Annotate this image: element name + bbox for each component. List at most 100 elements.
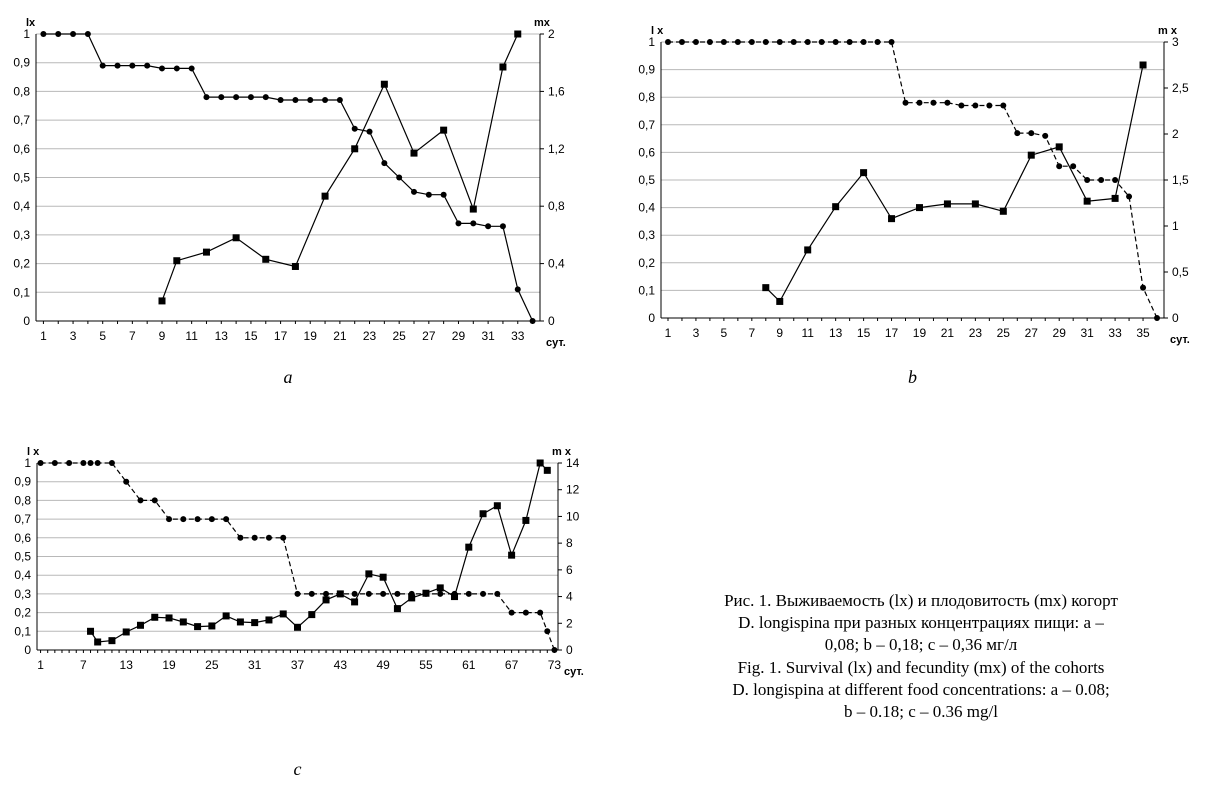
y-right-axis-title: m x — [552, 446, 572, 458]
fecundity-point — [236, 618, 244, 626]
x-tick-label: 17 — [885, 326, 899, 340]
survival-point — [958, 102, 965, 109]
x-tick-label: 15 — [244, 329, 258, 343]
survival-point — [251, 534, 258, 541]
survival-point — [365, 590, 372, 597]
caption-english: Fig. 1. Survival (lx) and fecundity (mx)… — [636, 657, 1206, 723]
fecundity-point — [251, 619, 259, 627]
fecundity-point — [265, 616, 273, 624]
survival-point — [323, 590, 330, 597]
survival-point — [1070, 163, 1077, 170]
fecundity-point — [294, 623, 301, 631]
survival-point — [480, 590, 487, 597]
survival-point — [66, 460, 73, 466]
survival-point — [218, 94, 225, 101]
y-left-tick-label: 0,3 — [638, 228, 655, 242]
survival-point — [159, 65, 165, 72]
y-left-tick-label: 0,2 — [13, 257, 30, 271]
survival-point — [790, 39, 797, 45]
fecundity-point — [222, 612, 230, 620]
fecundity-point — [194, 623, 202, 631]
x-tick-label: 29 — [452, 329, 466, 343]
y-right-axis-title: mx — [534, 17, 551, 29]
x-tick-label: 5 — [99, 329, 106, 343]
survival-point — [494, 590, 501, 597]
x-tick-label: 13 — [215, 329, 229, 343]
x-tick-label: 25 — [997, 326, 1011, 340]
y-right-tick-label: 1 — [1172, 219, 1179, 233]
survival-point — [944, 99, 951, 106]
y-left-tick-label: 1 — [23, 27, 30, 41]
y-left-tick-label: 0,5 — [638, 173, 655, 187]
fecundity-point — [804, 246, 812, 254]
fecundity-point — [479, 510, 487, 518]
survival-point — [129, 62, 136, 69]
fecundity-point — [158, 297, 166, 305]
y-left-tick-label: 0,4 — [14, 568, 31, 582]
survival-point — [180, 516, 187, 523]
survival-point — [1084, 177, 1091, 183]
survival-point — [522, 609, 529, 616]
survival-point — [470, 220, 477, 227]
fecundity-point — [165, 614, 173, 622]
fecundity-point — [94, 638, 102, 646]
survival-point — [776, 39, 783, 45]
survival-point — [280, 534, 287, 541]
survival-point — [94, 460, 101, 466]
chart-panel-b: 00,10,20,30,40,50,60,70,80,9100,511,522,… — [638, 25, 1190, 387]
fecundity-point — [351, 598, 359, 606]
survival-point — [366, 128, 373, 135]
survival-point — [485, 223, 492, 230]
survival-point — [874, 39, 881, 45]
caption-en-line-1: Fig. 1. Survival (lx) and fecundity (mx)… — [737, 658, 1105, 677]
x-tick-label: 1 — [665, 326, 672, 340]
survival-point — [916, 99, 923, 106]
fecundity-point — [436, 584, 444, 592]
fecundity-point — [1083, 197, 1091, 205]
survival-point — [1140, 284, 1147, 291]
survival-point — [80, 460, 87, 466]
fecundity-point — [776, 297, 784, 305]
chart-panel-a: 00,10,20,30,40,50,60,70,80,9100,40,81,21… — [13, 17, 566, 387]
y-right-tick-label: 1,2 — [548, 142, 565, 156]
survival-point — [123, 478, 130, 485]
survival-point — [194, 516, 201, 523]
fecundity-point — [122, 628, 130, 636]
survival-point — [307, 97, 314, 104]
survival-point — [265, 534, 272, 541]
survival-point — [529, 318, 536, 324]
x-tick-label: 9 — [159, 329, 166, 343]
y-left-tick-label: 0,4 — [638, 201, 655, 215]
survival-point — [734, 39, 741, 45]
x-tick-label: 25 — [205, 658, 219, 672]
survival-point — [514, 286, 521, 293]
x-tick-label: 9 — [776, 326, 783, 340]
x-tick-label: 25 — [392, 329, 406, 343]
fecundity-point — [262, 255, 270, 263]
survival-series-line — [43, 33, 534, 322]
y-right-tick-label: 2 — [548, 27, 555, 41]
x-tick-label: 11 — [801, 326, 814, 340]
y-left-tick-label: 0 — [23, 314, 30, 328]
fecundity-point — [915, 204, 923, 212]
x-tick-label: 55 — [419, 658, 433, 672]
y-left-tick-label: 0,8 — [14, 493, 31, 507]
x-tick-label: 7 — [80, 658, 87, 672]
x-tick-label: 3 — [693, 326, 700, 340]
survival-point — [40, 31, 47, 37]
survival-point — [551, 647, 558, 653]
fecundity-point — [351, 145, 359, 153]
survival-point — [818, 39, 825, 45]
survival-point — [846, 39, 853, 45]
y-left-tick-label: 0,3 — [13, 228, 30, 242]
x-tick-label: 31 — [248, 658, 262, 672]
y-left-tick-label: 1 — [648, 35, 655, 49]
y-right-tick-label: 3 — [1172, 35, 1179, 49]
x-axis-unit: сут. — [564, 666, 584, 678]
y-left-tick-label: 0,1 — [13, 285, 30, 299]
x-tick-label: 19 — [304, 329, 318, 343]
survival-point — [455, 220, 462, 227]
fecundity-point — [87, 627, 95, 635]
fecundity-point — [440, 126, 448, 134]
survival-point — [51, 460, 58, 466]
